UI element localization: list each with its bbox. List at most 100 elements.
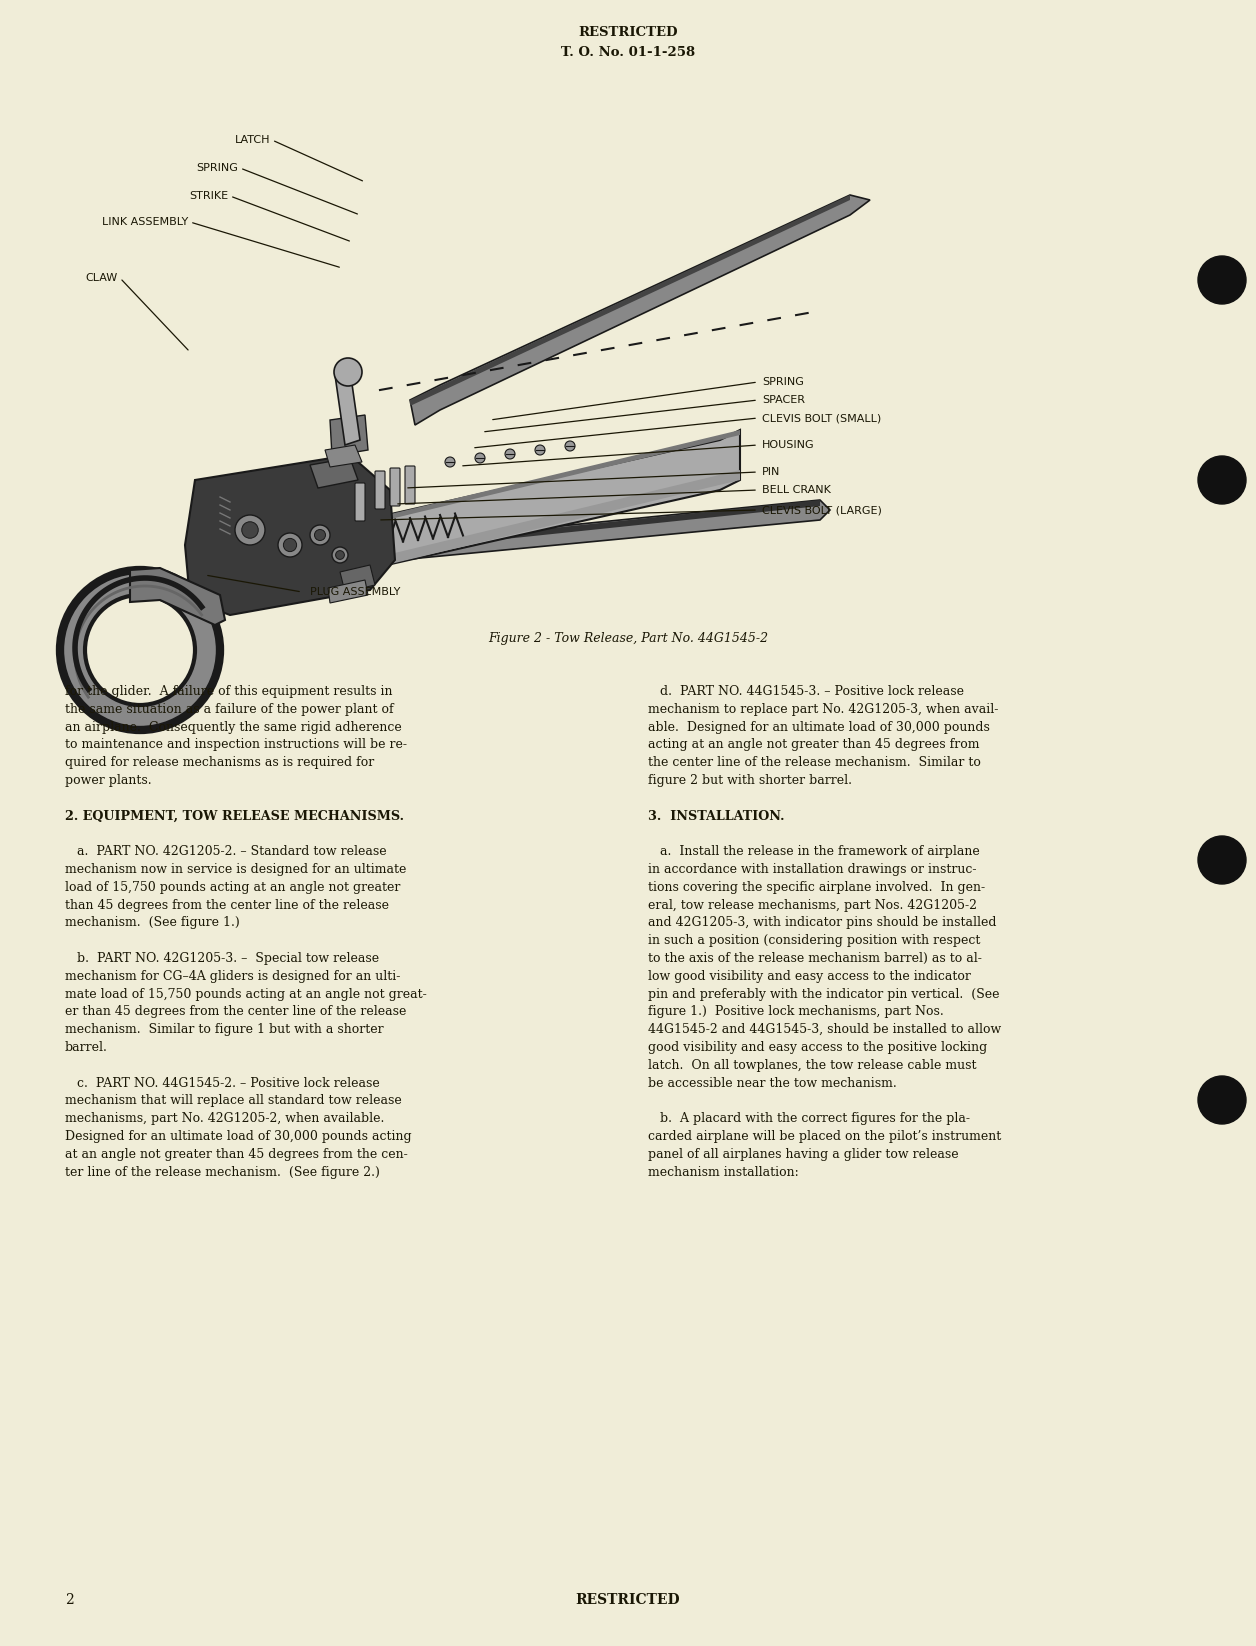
Text: for the glider.  A failure of this equipment results in: for the glider. A failure of this equipm… (65, 685, 392, 698)
Text: pin and preferably with the indicator pin vertical.  (See: pin and preferably with the indicator pi… (648, 988, 1000, 1001)
Circle shape (278, 533, 301, 556)
Text: the center line of the release mechanism.  Similar to: the center line of the release mechanism… (648, 756, 981, 769)
Text: mate load of 15,750 pounds acting at an angle not great-: mate load of 15,750 pounds acting at an … (65, 988, 427, 1001)
Text: 44G1545-2 and 44G1545-3, should be installed to allow: 44G1545-2 and 44G1545-3, should be insta… (648, 1024, 1001, 1037)
Text: acting at an angle not greater than 45 degrees from: acting at an angle not greater than 45 d… (648, 739, 980, 752)
Text: mechanism.  Similar to figure 1 but with a shorter: mechanism. Similar to figure 1 but with … (65, 1024, 383, 1037)
Text: mechanism that will replace all standard tow release: mechanism that will replace all standard… (65, 1095, 402, 1108)
Text: PLUG ASSEMBLY: PLUG ASSEMBLY (310, 588, 401, 597)
Text: 2. EQUIPMENT, TOW RELEASE MECHANISMS.: 2. EQUIPMENT, TOW RELEASE MECHANISMS. (65, 810, 404, 823)
Text: b.  PART NO. 42G1205-3. –  Special tow release: b. PART NO. 42G1205-3. – Special tow rel… (65, 951, 379, 965)
Circle shape (314, 530, 325, 540)
Text: to maintenance and inspection instructions will be re-: to maintenance and inspection instructio… (65, 739, 407, 752)
Circle shape (535, 444, 545, 454)
Text: at an angle not greater than 45 degrees from the cen-: at an angle not greater than 45 degrees … (65, 1147, 408, 1160)
Circle shape (1198, 836, 1246, 884)
Text: mechanism now in service is designed for an ultimate: mechanism now in service is designed for… (65, 863, 407, 876)
Circle shape (310, 525, 330, 545)
Circle shape (1198, 257, 1246, 305)
FancyBboxPatch shape (391, 467, 399, 505)
Polygon shape (391, 500, 830, 561)
Polygon shape (391, 500, 820, 551)
Text: in such a position (considering position with respect: in such a position (considering position… (648, 935, 981, 946)
Text: mechanism installation:: mechanism installation: (648, 1165, 799, 1179)
Text: LINK ASSEMBLY: LINK ASSEMBLY (102, 217, 188, 227)
Text: panel of all airplanes having a glider tow release: panel of all airplanes having a glider t… (648, 1147, 958, 1160)
Text: 2: 2 (65, 1593, 74, 1606)
Text: barrel.: barrel. (65, 1040, 108, 1053)
Circle shape (332, 546, 348, 563)
Circle shape (284, 538, 296, 551)
Polygon shape (131, 568, 225, 625)
Text: a.  PART NO. 42G1205-2. – Standard tow release: a. PART NO. 42G1205-2. – Standard tow re… (65, 844, 387, 858)
Text: T. O. No. 01-1-258: T. O. No. 01-1-258 (561, 46, 695, 59)
Text: eral, tow release mechanisms, part Nos. 42G1205-2: eral, tow release mechanisms, part Nos. … (648, 899, 977, 912)
Circle shape (335, 551, 344, 560)
Circle shape (1198, 1076, 1246, 1124)
Text: CLAW: CLAW (85, 273, 118, 283)
Polygon shape (220, 471, 740, 606)
Text: Designed for an ultimate load of 30,000 pounds acting: Designed for an ultimate load of 30,000 … (65, 1131, 412, 1142)
Text: and 42G1205-3, with indicator pins should be installed: and 42G1205-3, with indicator pins shoul… (648, 917, 996, 930)
Circle shape (334, 357, 362, 387)
Text: mechanism to replace part No. 42G1205-3, when avail-: mechanism to replace part No. 42G1205-3,… (648, 703, 999, 716)
Text: STRIKE: STRIKE (188, 191, 229, 201)
Polygon shape (220, 430, 740, 606)
Text: c.  PART NO. 44G1545-2. – Positive lock release: c. PART NO. 44G1545-2. – Positive lock r… (65, 1076, 379, 1090)
Text: low good visibility and easy access to the indicator: low good visibility and easy access to t… (648, 969, 971, 983)
Text: be accessible near the tow mechanism.: be accessible near the tow mechanism. (648, 1076, 897, 1090)
Text: d.  PART NO. 44G1545-3. – Positive lock release: d. PART NO. 44G1545-3. – Positive lock r… (648, 685, 965, 698)
Text: power plants.: power plants. (65, 774, 152, 787)
Text: RESTRICTED: RESTRICTED (575, 1593, 681, 1606)
Circle shape (565, 441, 575, 451)
Text: CLEVIS BOLT (LARGE): CLEVIS BOLT (LARGE) (762, 505, 882, 515)
Text: HOUSING: HOUSING (762, 439, 815, 449)
Text: SPRING: SPRING (762, 377, 804, 387)
Text: RESTRICTED: RESTRICTED (578, 25, 678, 38)
Polygon shape (310, 458, 358, 487)
Text: load of 15,750 pounds acting at an angle not greater: load of 15,750 pounds acting at an angle… (65, 881, 401, 894)
Text: tions covering the specific airplane involved.  In gen-: tions covering the specific airplane inv… (648, 881, 985, 894)
Polygon shape (325, 444, 362, 467)
Polygon shape (340, 565, 376, 593)
Text: CLEVIS BOLT (SMALL): CLEVIS BOLT (SMALL) (762, 413, 882, 423)
Text: er than 45 degrees from the center line of the release: er than 45 degrees from the center line … (65, 1006, 407, 1019)
Text: SPACER: SPACER (762, 395, 805, 405)
Polygon shape (409, 194, 870, 425)
Text: latch.  On all towplanes, the tow release cable must: latch. On all towplanes, the tow release… (648, 1058, 976, 1072)
Text: b.  A placard with the correct figures for the pla-: b. A placard with the correct figures fo… (648, 1113, 970, 1126)
Text: the same situation as a failure of the power plant of: the same situation as a failure of the p… (65, 703, 393, 716)
Text: SPRING: SPRING (196, 163, 237, 173)
FancyBboxPatch shape (355, 482, 365, 522)
Circle shape (241, 522, 259, 538)
Text: figure 1.)  Positive lock mechanisms, part Nos.: figure 1.) Positive lock mechanisms, par… (648, 1006, 943, 1019)
Text: 3.  INSTALLATION.: 3. INSTALLATION. (648, 810, 785, 823)
Text: Figure 2 - Tow Release, Part No. 44G1545-2: Figure 2 - Tow Release, Part No. 44G1545… (487, 632, 769, 645)
Text: PIN: PIN (762, 467, 780, 477)
Polygon shape (330, 415, 368, 456)
Text: mechanism for CG–4A gliders is designed for an ulti-: mechanism for CG–4A gliders is designed … (65, 969, 401, 983)
Text: figure 2 but with shorter barrel.: figure 2 but with shorter barrel. (648, 774, 852, 787)
Text: a.  Install the release in the framework of airplane: a. Install the release in the framework … (648, 844, 980, 858)
Circle shape (445, 458, 455, 467)
FancyBboxPatch shape (376, 471, 386, 509)
Text: BELL CRANK: BELL CRANK (762, 486, 831, 495)
Circle shape (1198, 456, 1246, 504)
Polygon shape (220, 430, 740, 560)
Text: than 45 degrees from the center line of the release: than 45 degrees from the center line of … (65, 899, 389, 912)
Circle shape (475, 453, 485, 463)
Text: good visibility and easy access to the positive locking: good visibility and easy access to the p… (648, 1040, 987, 1053)
Polygon shape (335, 370, 360, 444)
Text: quired for release mechanisms as is required for: quired for release mechanisms as is requ… (65, 756, 374, 769)
Text: an airplane.  Consequently the same rigid adherence: an airplane. Consequently the same rigid… (65, 721, 402, 734)
Text: to the axis of the release mechanism barrel) as to al-: to the axis of the release mechanism bar… (648, 951, 982, 965)
FancyBboxPatch shape (404, 466, 414, 504)
Text: carded airplane will be placed on the pilot’s instrument: carded airplane will be placed on the pi… (648, 1131, 1001, 1142)
Polygon shape (185, 454, 394, 616)
Text: mechanisms, part No. 42G1205-2, when available.: mechanisms, part No. 42G1205-2, when ava… (65, 1113, 384, 1126)
Polygon shape (409, 194, 850, 407)
Text: ter line of the release mechanism.  (See figure 2.): ter line of the release mechanism. (See … (65, 1165, 379, 1179)
Text: in accordance with installation drawings or instruc-: in accordance with installation drawings… (648, 863, 976, 876)
Text: able.  Designed for an ultimate load of 30,000 pounds: able. Designed for an ultimate load of 3… (648, 721, 990, 734)
Circle shape (505, 449, 515, 459)
